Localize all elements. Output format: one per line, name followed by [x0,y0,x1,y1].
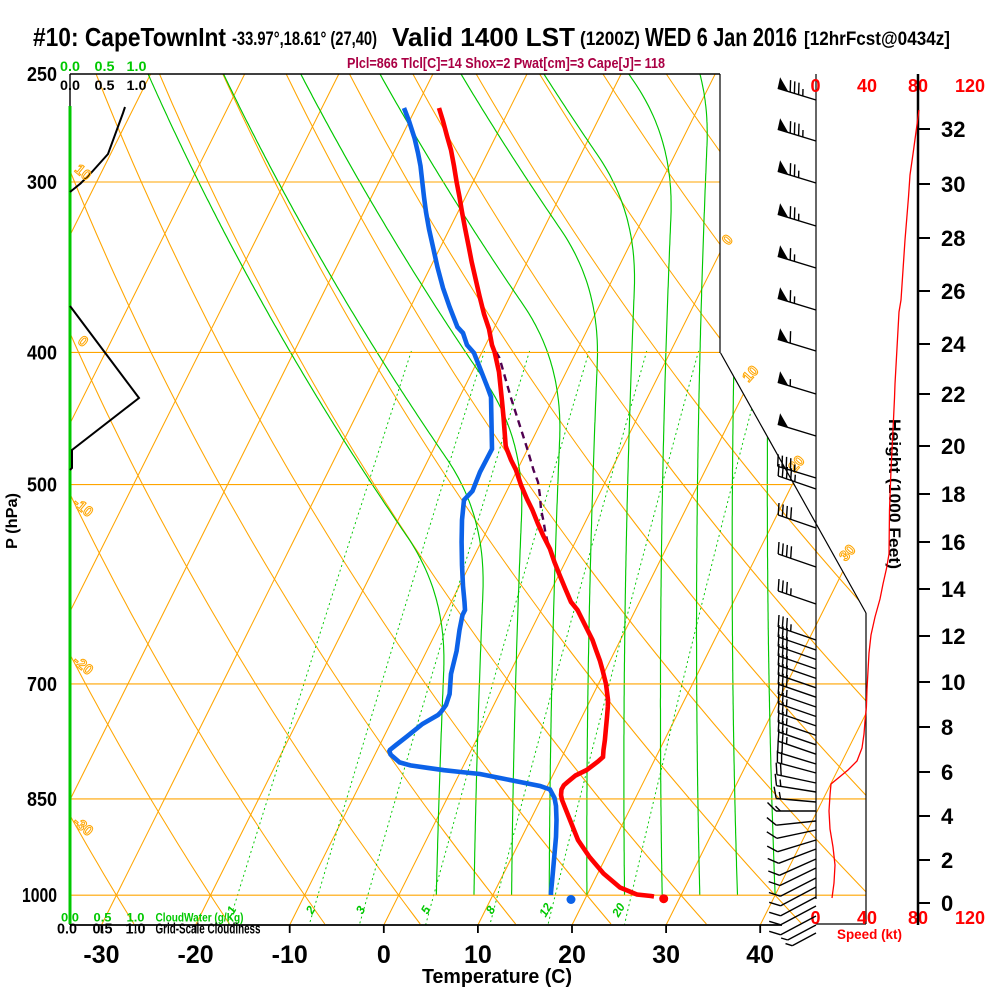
svg-text:P (hPa): P (hPa) [4,493,21,549]
svg-text:40: 40 [857,908,877,928]
svg-text:Height (1000 Feet): Height (1000 Feet) [885,419,904,569]
svg-text:26: 26 [941,279,965,304]
svg-text:120: 120 [955,908,985,928]
svg-text:0.5: 0.5 [95,77,115,93]
svg-text:0.0: 0.0 [60,58,80,74]
svg-text:-20: -20 [178,941,214,969]
svg-text:-10: -10 [272,941,308,969]
svg-text:16: 16 [941,530,965,555]
svg-text:0.0: 0.0 [60,77,80,93]
svg-text:20: 20 [609,900,628,920]
svg-text:1.0: 1.0 [127,58,147,74]
svg-text:#10: CapeTownInt: #10: CapeTownInt [33,22,226,52]
svg-text:20: 20 [941,434,965,459]
svg-text:12: 12 [536,900,555,919]
svg-text:40: 40 [746,941,774,969]
svg-text:Plcl=866 Tlcl[C]=14 Shox=2 Pwa: Plcl=866 Tlcl[C]=14 Shox=2 Pwat[cm]=3 Ca… [347,55,665,72]
svg-text:0.5: 0.5 [95,58,115,74]
svg-text:22: 22 [941,382,965,407]
svg-text:250: 250 [27,64,57,86]
svg-text:10: 10 [464,941,492,969]
svg-text:[12hrFcst@0434z]: [12hrFcst@0434z] [804,29,950,50]
svg-text:2: 2 [941,848,953,873]
svg-text:0: 0 [377,941,391,969]
svg-text:0.0: 0.0 [61,911,79,925]
svg-text:1.0: 1.0 [127,77,147,93]
svg-text:0.0: 0.0 [57,921,77,938]
svg-text:0: 0 [810,908,820,928]
svg-text:32: 32 [941,117,965,142]
svg-text:14: 14 [941,577,966,602]
svg-text:28: 28 [941,226,965,251]
svg-text:8: 8 [941,715,953,740]
svg-text:1.0: 1.0 [127,911,145,925]
svg-text:24: 24 [941,332,966,357]
svg-text:-30: -30 [83,941,119,969]
svg-text:WED 6 Jan 2016: WED 6 Jan 2016 [645,22,797,52]
svg-text:120: 120 [955,76,985,96]
svg-text:30: 30 [652,941,680,969]
svg-text:18: 18 [941,482,965,507]
svg-text:10: 10 [941,670,965,695]
svg-text:0: 0 [941,891,953,916]
svg-text:500: 500 [27,475,57,497]
svg-text:CloudWater (g/Kg): CloudWater (g/Kg) [156,911,244,925]
svg-text:-33.97°,18.61° (27,40): -33.97°,18.61° (27,40) [232,29,377,50]
svg-text:Temperature (C): Temperature (C) [422,966,572,988]
svg-text:850: 850 [27,789,57,811]
svg-text:Valid 1400 LST: Valid 1400 LST [392,22,575,52]
svg-text:12: 12 [941,624,965,649]
svg-text:Speed (kt): Speed (kt) [837,926,902,942]
svg-text:20: 20 [558,941,586,969]
svg-text:400: 400 [27,342,57,364]
svg-text:300: 300 [27,172,57,194]
svg-text:6: 6 [941,760,953,785]
svg-text:0.5: 0.5 [94,911,112,925]
svg-text:(1200Z): (1200Z) [580,29,640,50]
svg-text:0: 0 [810,76,820,96]
svg-text:1000: 1000 [22,885,57,907]
svg-text:40: 40 [857,76,877,96]
svg-text:700: 700 [27,674,57,696]
svg-text:30: 30 [941,172,965,197]
svg-text:Grid-Scale Cloudiness: Grid-Scale Cloudiness [156,921,261,938]
svg-text:4: 4 [941,804,954,829]
